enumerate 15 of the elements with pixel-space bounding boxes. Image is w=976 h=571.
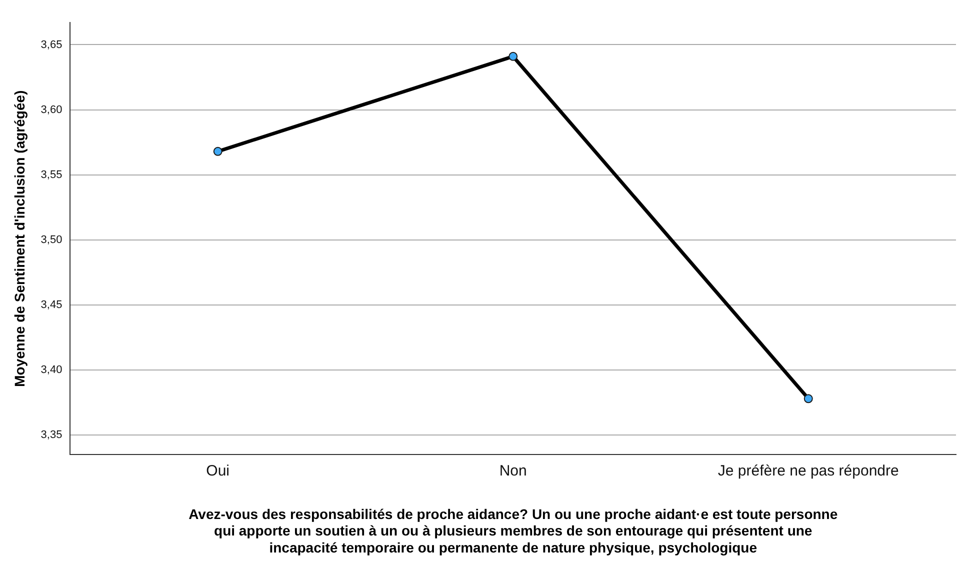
y-tick-label: 3,65 xyxy=(40,38,62,51)
x-tick-label: Non xyxy=(499,462,527,480)
point xyxy=(804,394,813,404)
x-tick-label: Je préfère ne pas répondre xyxy=(718,462,899,480)
point xyxy=(213,146,222,156)
point xyxy=(508,52,518,61)
y-tick-label: 3,40 xyxy=(40,364,62,376)
x-axis-title: Avez-vous des responsabilités de proche aidance? Un ou une proche aidant·e est toute personne qui apporte un soutien à un ou à plusieurs membres de son entourage qui présentent une incapacité temporaire ou permanente de nature physique, psychologique xyxy=(188,506,838,556)
y-tick-label: 3,55 xyxy=(40,168,62,181)
y-tick-label: 3,35 xyxy=(40,429,62,442)
y-tick-label: 3,60 xyxy=(40,104,62,116)
x-tick-label: Oui xyxy=(206,462,230,480)
y-tick-label: 3,45 xyxy=(40,298,62,311)
y-tick-label: 3,50 xyxy=(40,234,62,246)
y-axis-title: Moyenne de Sentiment d'inclusion (agrégée) xyxy=(11,90,28,387)
